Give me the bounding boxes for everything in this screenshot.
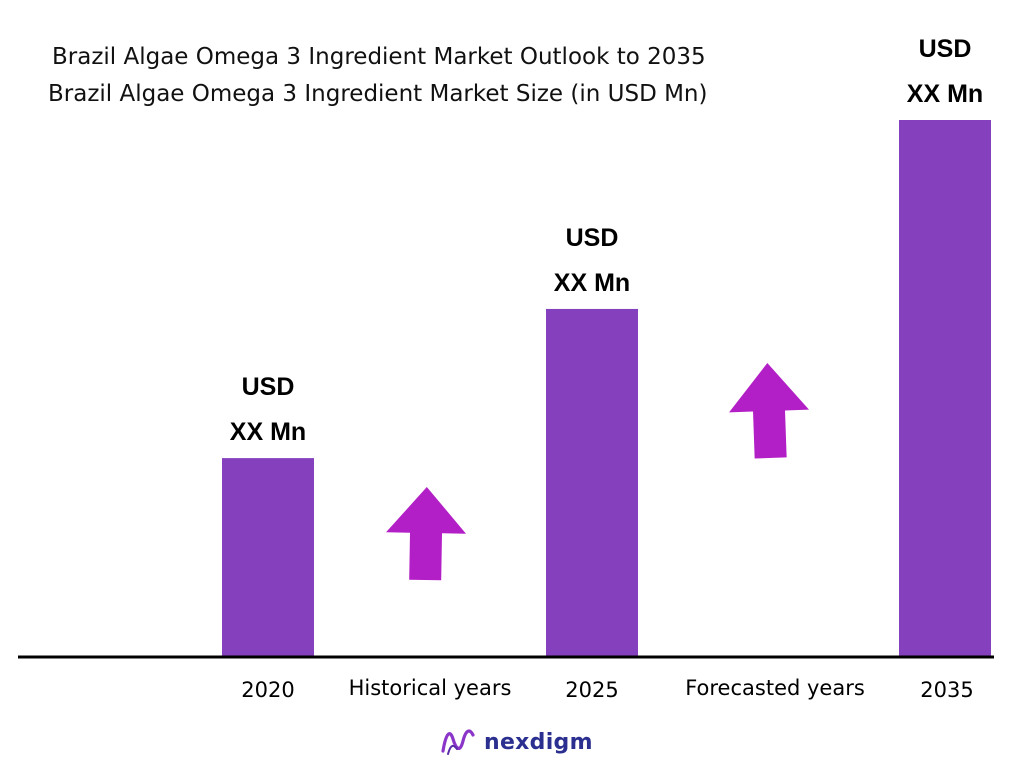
bar-value-label: USD [242, 373, 295, 401]
bar-value-label: XX Mn [554, 269, 630, 297]
brand-logo: nexdigm [440, 727, 593, 757]
chart-subtitle: Brazil Algae Omega 3 Ingredient Market S… [48, 81, 708, 107]
nexdigm-logo-icon [441, 729, 475, 755]
bar-value-label: XX Mn [230, 418, 306, 446]
bar-value-label: XX Mn [907, 80, 983, 108]
bar-2025 [546, 308, 638, 657]
bar-value-label: USD [919, 35, 972, 63]
period-label: Forecasted years [685, 676, 865, 700]
brand-name: nexdigm [484, 729, 593, 755]
x-tick-label: 2020 [241, 678, 294, 702]
chart-title: Brazil Algae Omega 3 Ingredient Market O… [52, 44, 706, 70]
up-arrow-icon [386, 487, 467, 581]
bar-2020 [222, 458, 314, 657]
up-arrow-icon [729, 363, 809, 459]
bar-value-label: USD [566, 224, 619, 252]
x-tick-label: 2025 [565, 678, 618, 702]
bar-2035 [899, 120, 991, 657]
x-tick-label: 2035 [920, 678, 973, 702]
period-label: Historical years [349, 676, 512, 700]
